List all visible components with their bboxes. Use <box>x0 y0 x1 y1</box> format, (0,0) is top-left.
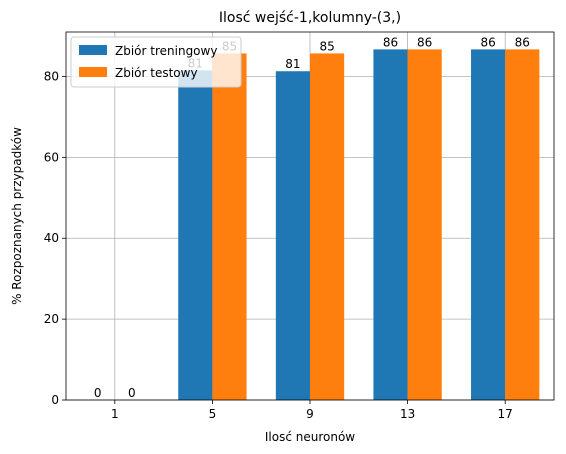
bar-test-9 <box>310 53 345 400</box>
bar-test-17 <box>505 49 540 401</box>
y-tick-label: 20 <box>44 312 59 326</box>
bar-train-13 <box>373 49 408 401</box>
data-label: 86 <box>383 35 398 49</box>
legend-entry: Zbiór treningowy <box>115 44 217 58</box>
x-tick-label: 5 <box>209 407 217 421</box>
data-label: 86 <box>417 35 432 49</box>
legend-entry: Zbiór testowy <box>115 66 198 80</box>
bar-train-5 <box>178 70 213 401</box>
data-label: 0 <box>94 386 102 400</box>
bar-train-17 <box>471 49 506 401</box>
y-tick-label: 0 <box>51 393 59 407</box>
bar-train-9 <box>275 71 310 400</box>
y-tick-label: 40 <box>44 231 59 245</box>
data-label: 85 <box>319 39 334 53</box>
axis-ticks: 0 20 40 60 80 1 5 9 13 17 <box>44 69 513 421</box>
data-label: 86 <box>480 35 495 49</box>
legend-swatch <box>79 67 107 77</box>
data-label: 0 <box>128 386 136 400</box>
x-tick-label: 9 <box>306 407 314 421</box>
data-label: 81 <box>285 57 300 71</box>
x-tick-label: 1 <box>111 407 119 421</box>
bar-test-5 <box>212 53 247 400</box>
x-axis-label: Ilosć neuronów <box>265 430 355 444</box>
x-tick-label: 17 <box>498 407 513 421</box>
bars <box>178 49 540 401</box>
x-tick-label: 13 <box>400 407 415 421</box>
y-axis-label: % Rozpoznanych przypadków <box>10 127 24 305</box>
legend-swatch <box>79 45 107 55</box>
y-tick-label: 80 <box>44 69 59 83</box>
data-label: 86 <box>515 35 530 49</box>
bar-test-13 <box>407 49 442 401</box>
chart-title: Ilosć wejść-1,kolumny-(3,) <box>219 10 401 26</box>
legend: Zbiór treningowy Zbiór testowy <box>70 36 242 88</box>
y-tick-label: 60 <box>44 150 59 164</box>
legend-box <box>70 36 242 88</box>
